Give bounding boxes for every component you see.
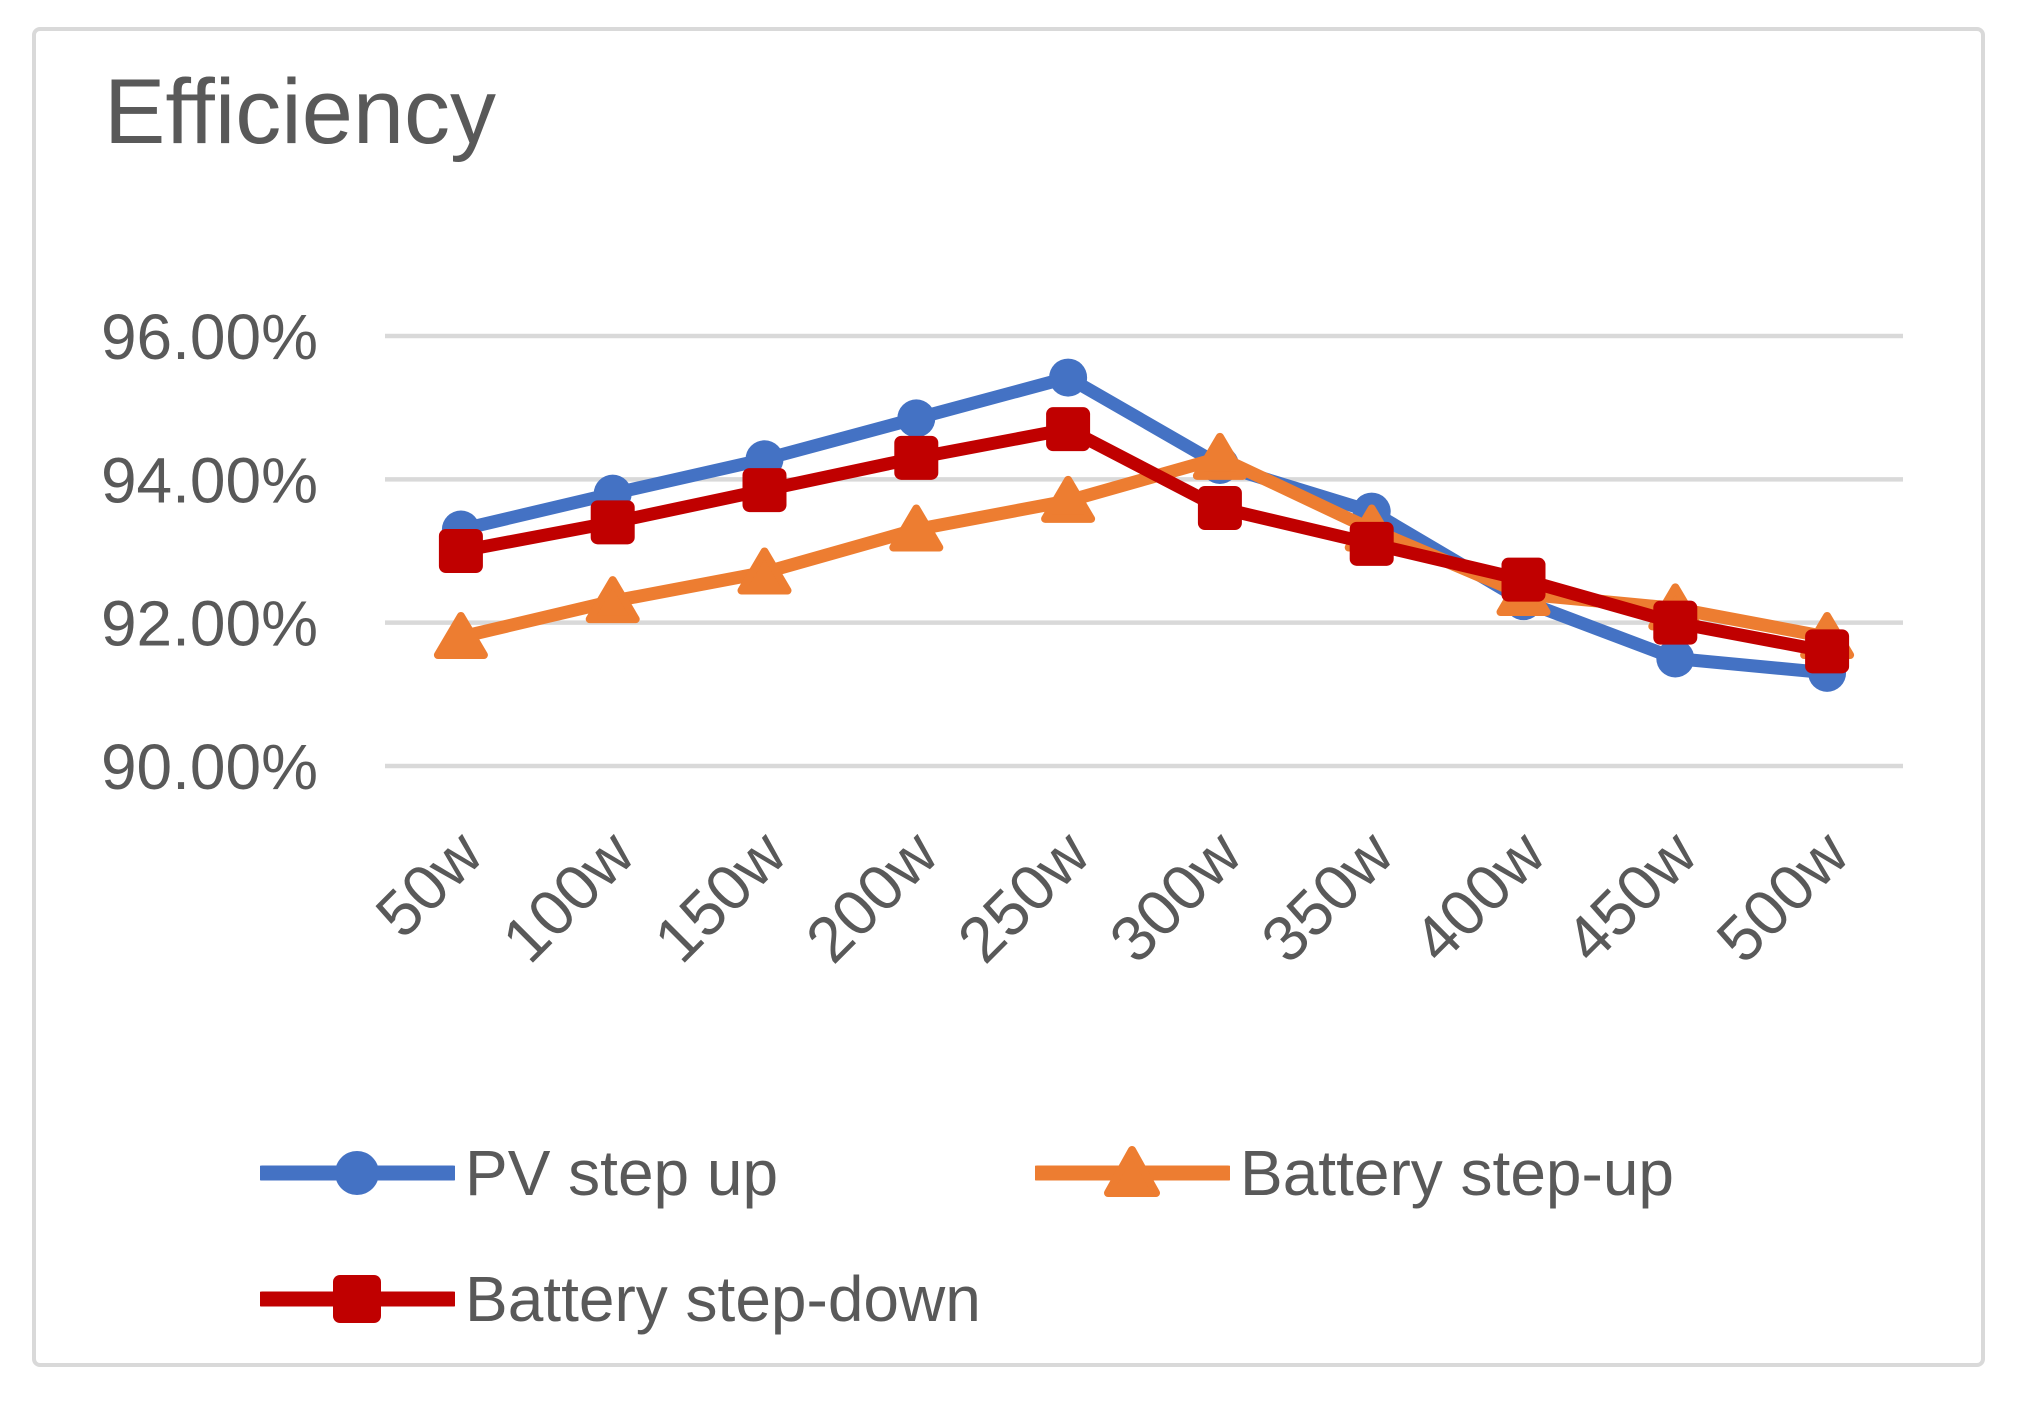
x-axis-tick-label: 400w: [1399, 816, 1559, 976]
series-point-triangle: [433, 612, 488, 659]
x-axis-tick-label: 450w: [1551, 816, 1711, 976]
x-axis-tick-label: 50w: [362, 816, 496, 950]
x-axis-tick-label: 100w: [489, 816, 649, 976]
series-point-square: [590, 500, 635, 545]
legend-marker-circle: [335, 1151, 379, 1195]
chart-border: [32, 27, 1985, 1367]
series-point-triangle: [585, 576, 640, 624]
x-axis-tick-label: 250w: [944, 816, 1104, 976]
legend-marker-triangle: [1104, 1146, 1160, 1197]
series-point-triangle: [737, 547, 792, 595]
series-point-triangle: [1041, 475, 1096, 523]
legend-item-battery-step-down: Battery step-down: [260, 1264, 981, 1334]
series-point-square: [1349, 521, 1394, 566]
x-axis-tick-label: 200w: [792, 816, 952, 976]
legend-label: Battery step-down: [465, 1263, 981, 1335]
legend-marker-square: [333, 1275, 381, 1323]
series-point-circle: [1049, 358, 1088, 397]
series-point-square: [1653, 600, 1698, 645]
series-point-circle: [1656, 639, 1695, 678]
legend-item-battery-step-up: Battery step-up: [1035, 1138, 1674, 1208]
series-point-triangle: [1192, 432, 1247, 480]
series-point-square: [1197, 486, 1242, 530]
legend-label: Battery step-up: [1240, 1137, 1674, 1209]
x-axis-tick-label: 500w: [1703, 816, 1863, 976]
series-point-square: [1805, 629, 1850, 674]
y-axis-tick-label: 90.00%: [101, 731, 318, 803]
series-point-circle: [897, 399, 936, 438]
series-point-square: [1046, 407, 1091, 452]
legend-circle-icon: [260, 1151, 455, 1195]
y-axis-tick-label: 96.00%: [101, 301, 318, 373]
y-axis-tick-label: 94.00%: [101, 444, 318, 516]
legend-triangle-icon: [1035, 1146, 1230, 1197]
y-axis-tick-label: 92.00%: [101, 588, 318, 660]
x-axis-tick-label: 300w: [1096, 816, 1256, 976]
series-line: [459, 422, 1829, 658]
series-point-square: [1501, 557, 1546, 602]
series-line: [459, 371, 1828, 680]
legend-square-icon: [260, 1275, 455, 1323]
x-axis-tick-label: 150w: [640, 816, 800, 976]
series-point-square: [894, 435, 939, 480]
legend-item-pv-step-up: PV step up: [260, 1138, 778, 1208]
series-point-square: [742, 468, 787, 513]
legend-label: PV step up: [465, 1137, 779, 1209]
chart-title: Efficiency: [104, 61, 497, 163]
x-axis-tick-label: 350w: [1248, 816, 1408, 976]
series-point-triangle: [889, 504, 944, 552]
series-point-square: [438, 529, 483, 573]
